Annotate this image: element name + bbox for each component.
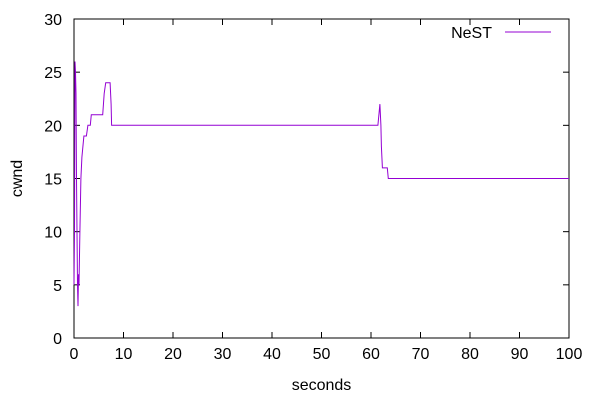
x-tick-label: 20 xyxy=(164,346,182,363)
x-tick-label: 90 xyxy=(511,346,529,363)
x-tick-label: 0 xyxy=(70,346,79,363)
legend-label: NeST xyxy=(451,25,492,42)
y-axis-label: cwnd xyxy=(9,160,26,197)
y-tick-label: 10 xyxy=(44,225,62,242)
x-tick-label: 100 xyxy=(556,346,583,363)
y-tick-label: 5 xyxy=(53,278,62,295)
y-tick-label: 30 xyxy=(44,12,62,29)
x-tick-label: 60 xyxy=(362,346,380,363)
series-line-nest xyxy=(73,61,569,307)
y-tick-label: 20 xyxy=(44,118,62,135)
x-tick-label: 80 xyxy=(461,346,479,363)
legend: NeST xyxy=(451,25,551,42)
x-tick-label: 30 xyxy=(214,346,232,363)
x-tick-label: 40 xyxy=(263,346,281,363)
x-axis-label: seconds xyxy=(292,377,352,394)
series-layer xyxy=(73,61,569,307)
axis-ticks: 0 10 20 30 40 50 60 70 80 90 100 0 5 10 15 20 25 30 xyxy=(44,12,582,363)
x-tick-label: 50 xyxy=(313,346,331,363)
y-tick-label: 15 xyxy=(44,172,62,189)
x-tick-label: 10 xyxy=(115,346,133,363)
y-tick-label: 0 xyxy=(53,331,62,348)
y-tick-label: 25 xyxy=(44,65,62,82)
x-tick-label: 70 xyxy=(412,346,430,363)
